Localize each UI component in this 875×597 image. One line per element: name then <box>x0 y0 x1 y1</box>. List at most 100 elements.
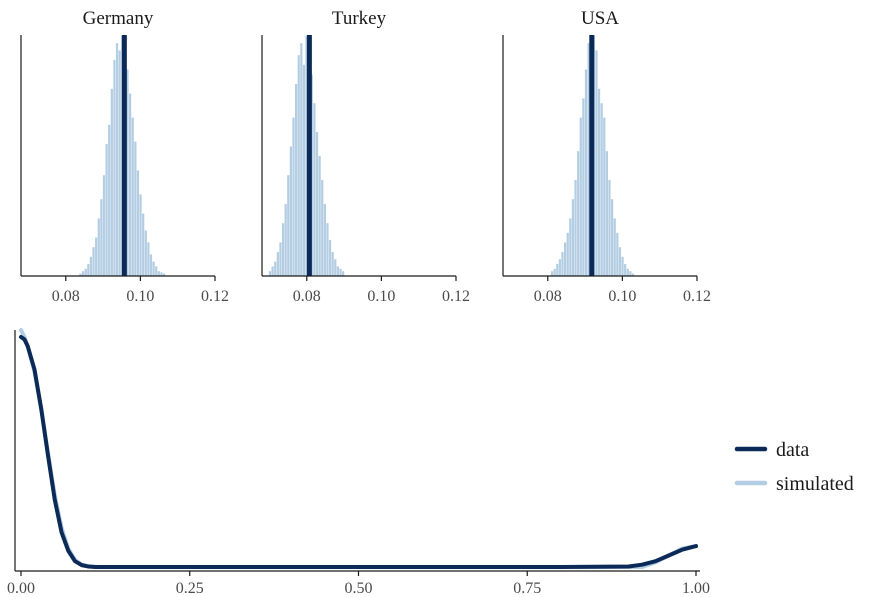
histogram-bar <box>600 103 603 276</box>
legend-label-data: data <box>776 439 809 461</box>
histogram-bar <box>162 273 166 276</box>
histogram-bar <box>126 69 129 276</box>
histogram-bar <box>587 43 590 277</box>
histogram-bar <box>313 103 316 276</box>
histogram-bar <box>613 218 616 276</box>
histogram-bar <box>339 268 342 276</box>
histogram-bar <box>97 218 100 276</box>
x-tick-label: 0.10 <box>126 288 154 305</box>
histogram-bar <box>289 146 292 276</box>
panel-turkey: Turkey 0.08 0.10 0.12 <box>261 8 470 305</box>
x-tick-label: 0.12 <box>201 288 229 305</box>
density-line-simulated <box>19 328 698 569</box>
histogram-bar <box>603 117 606 276</box>
histogram-bar <box>558 259 561 276</box>
histogram-bar <box>276 252 279 276</box>
panel-title-germany: Germany <box>83 8 154 29</box>
histogram-bar <box>108 124 111 276</box>
histogram-bar <box>553 268 556 276</box>
histogram-bar <box>144 230 147 276</box>
histogram-bar <box>118 50 121 277</box>
histogram-bar <box>100 199 103 276</box>
histogram-bar <box>157 271 160 276</box>
histogram-bar <box>274 261 277 276</box>
histogram-bar <box>564 242 567 276</box>
histogram-bar <box>95 237 98 276</box>
x-ticks-usa: 0.08 0.10 0.12 <box>534 276 711 305</box>
histogram-bar <box>82 271 85 276</box>
x-tick-label: 0.75 <box>513 580 541 597</box>
histogram-bars-turkey <box>268 36 345 277</box>
density-line-data <box>19 334 698 569</box>
histogram-bar <box>574 180 577 276</box>
x-ticks-turkey: 0.08 0.10 0.12 <box>293 276 470 305</box>
histogram-bar <box>284 204 287 276</box>
histogram-bar <box>129 93 132 276</box>
x-tick-label: 0.12 <box>683 288 711 305</box>
histogram-bar <box>624 264 627 276</box>
x-ticks-germany: 0.08 0.10 0.12 <box>52 276 229 305</box>
histogram-bar <box>268 271 272 276</box>
histogram-bar <box>582 98 585 277</box>
histogram-bar <box>611 199 614 276</box>
histogram-bar <box>87 264 90 276</box>
histogram-bar <box>300 43 303 277</box>
x-tick-label: 0.08 <box>534 288 562 305</box>
legend: data simulated <box>734 439 854 495</box>
histogram-bar <box>271 266 274 276</box>
histogram-bar <box>608 180 611 276</box>
legend-label-simulated: simulated <box>776 473 854 495</box>
panel-density: 0.00 0.25 0.50 0.75 1.00 <box>7 328 710 597</box>
histogram-bar <box>336 266 340 276</box>
histogram-bar <box>142 213 145 276</box>
histogram-bar <box>631 273 635 276</box>
histogram-bar <box>579 117 582 276</box>
histogram-bar <box>597 88 601 276</box>
histogram-bar <box>113 60 116 276</box>
histogram-bar <box>550 271 554 276</box>
histogram-bar <box>328 240 332 276</box>
histogram-bar <box>89 256 93 276</box>
histogram-bar <box>84 268 87 276</box>
histogram-bar <box>281 223 285 276</box>
histogram-bar <box>139 194 142 276</box>
x-ticks-density: 0.00 0.25 0.50 0.75 1.00 <box>7 571 710 597</box>
histogram-bar <box>295 84 298 276</box>
histogram-bar <box>334 259 337 276</box>
histogram-bar <box>318 156 321 276</box>
histogram-bar <box>605 151 608 276</box>
histogram-bar <box>321 180 324 276</box>
histogram-bar <box>331 252 334 276</box>
x-tick-label: 0.08 <box>293 288 321 305</box>
histogram-bar <box>134 141 137 276</box>
histogram-bar <box>621 256 624 276</box>
x-tick-label: 0.10 <box>367 288 395 305</box>
histogram-bar <box>115 43 119 277</box>
panel-germany: Germany 0.08 0.10 0.12 <box>20 8 229 305</box>
histogram-bar <box>149 254 153 276</box>
panel-title-usa: USA <box>581 8 619 29</box>
histogram-bar <box>155 266 158 276</box>
histogram-bar <box>152 261 155 276</box>
x-tick-label: 0.08 <box>52 288 80 305</box>
histogram-bar <box>147 242 150 276</box>
x-tick-label: 0.12 <box>442 288 470 305</box>
x-tick-label: 0.10 <box>608 288 636 305</box>
histogram-bar <box>79 273 82 276</box>
histogram-bar <box>92 247 95 276</box>
histogram-bar <box>305 36 308 276</box>
histogram-bar <box>279 242 282 276</box>
panel-title-turkey: Turkey <box>332 8 387 29</box>
x-tick-label: 0.00 <box>7 580 35 597</box>
histogram-bar <box>297 55 300 277</box>
histogram-bar <box>326 223 329 276</box>
histogram-bar <box>571 199 575 276</box>
histogram-bar <box>584 69 588 276</box>
histogram-bar <box>131 117 134 276</box>
histogram-bar <box>323 204 326 276</box>
histogram-bar <box>105 144 108 276</box>
x-tick-label: 0.25 <box>176 580 204 597</box>
histogram-bar <box>566 232 569 276</box>
panel-usa: USA 0.08 0.10 0.12 <box>502 8 711 305</box>
